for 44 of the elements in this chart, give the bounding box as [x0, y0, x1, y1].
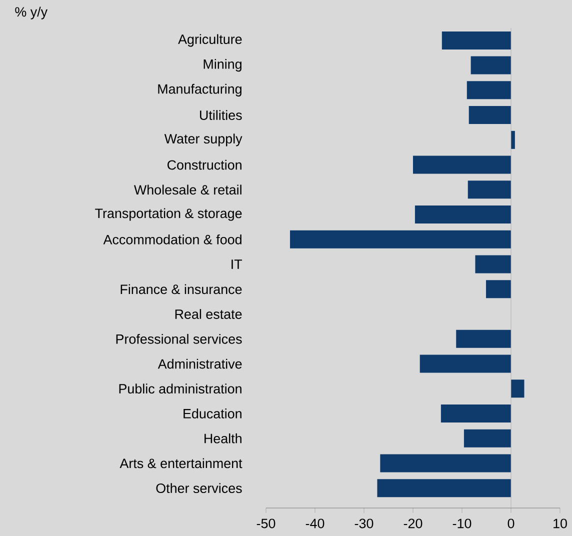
x-tick-label: -50	[256, 518, 276, 528]
y-tick-label: Finance & insurance	[120, 284, 242, 294]
bar	[486, 280, 512, 298]
y-tick-label: Water supply	[164, 134, 242, 146]
y-tick-label: Real estate	[175, 309, 242, 319]
bar	[377, 479, 512, 498]
bar	[464, 429, 512, 448]
y-tick-label: Agriculture	[178, 34, 242, 47]
y-tick-label: Health	[204, 433, 242, 444]
y-tick-label: Other services	[156, 483, 242, 494]
bar	[420, 354, 512, 373]
bar	[380, 454, 512, 472]
y-tick-label: Arts & entertainment	[120, 458, 242, 468]
x-tick-label: -10	[452, 518, 472, 528]
y-tick-label: Wholesale & retail	[134, 184, 242, 195]
bar	[475, 255, 512, 274]
y-tick-label: Administrative	[158, 358, 242, 369]
bar	[413, 156, 512, 174]
y-tick-label: Education	[184, 408, 242, 418]
x-tick-label: 10	[554, 518, 567, 528]
x-tick-label: -30	[354, 518, 374, 528]
y-axis-title: % y/y	[15, 6, 48, 20]
y-tick-label: Manufacturing	[158, 84, 242, 96]
x-tick-label: 0	[508, 518, 514, 528]
y-tick-label: Accommodation & food	[103, 234, 242, 244]
x-tick-label: -40	[306, 518, 324, 528]
bar	[470, 56, 512, 74]
y-tick-label: Public administration	[119, 384, 242, 394]
y-tick-label: Transportation & storage	[95, 208, 242, 221]
y-tick-label: IT	[232, 260, 242, 269]
x-tick-label: -20	[404, 518, 422, 528]
bar	[466, 81, 512, 100]
bar	[468, 106, 512, 124]
bar	[290, 230, 512, 248]
bar	[511, 380, 524, 398]
y-tick-label: Construction	[168, 160, 242, 170]
bar	[414, 206, 512, 224]
y-tick-label: Mining	[204, 59, 242, 72]
y-tick-label: Professional services	[116, 334, 242, 344]
bar	[440, 404, 512, 422]
bar	[456, 330, 512, 348]
bar	[442, 31, 512, 50]
y-tick-label: Utilities	[200, 110, 242, 120]
bar	[468, 180, 512, 199]
